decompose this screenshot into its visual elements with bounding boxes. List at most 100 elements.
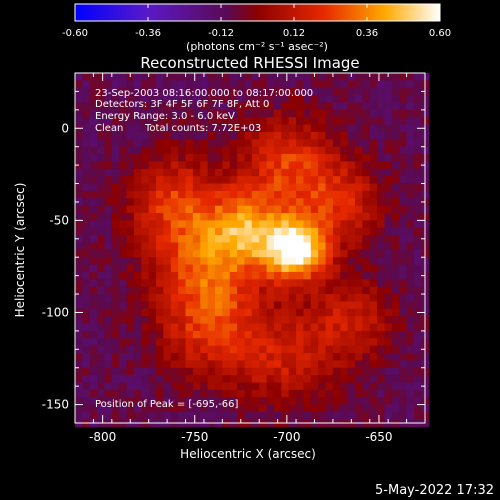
heatmap-cell xyxy=(281,198,290,207)
heatmap-cell xyxy=(296,80,305,89)
heatmap-cell xyxy=(318,323,327,332)
heatmap-cell xyxy=(222,316,231,325)
heatmap-cell xyxy=(170,330,179,339)
heatmap-cell xyxy=(362,286,371,295)
heatmap-cell xyxy=(200,117,209,126)
heatmap-cell xyxy=(391,87,400,96)
heatmap-cell xyxy=(288,73,297,81)
heatmap-cell xyxy=(296,323,305,332)
heatmap-cell xyxy=(318,316,327,325)
heatmap-cell xyxy=(163,109,172,118)
heatmap-cell xyxy=(229,220,238,229)
heatmap-cell xyxy=(207,190,216,199)
heatmap-cell xyxy=(207,382,216,391)
heatmap-cell xyxy=(75,257,83,266)
footer-timestamp: 5-May-2022 17:32 xyxy=(375,483,494,498)
heatmap-cell xyxy=(215,382,223,391)
heatmap-cell xyxy=(303,220,312,229)
heatmap-cell xyxy=(111,80,120,89)
heatmap-cell xyxy=(332,382,341,391)
heatmap-cell xyxy=(237,124,246,133)
heatmap-cell xyxy=(170,279,179,288)
heatmap-cell xyxy=(119,198,128,207)
heatmap-cell xyxy=(163,227,172,236)
heatmap-cell xyxy=(332,308,341,317)
heatmap-cell xyxy=(413,264,422,273)
heatmap-cell xyxy=(244,294,253,303)
heatmap-cell xyxy=(391,264,400,273)
heatmap-cell xyxy=(369,271,378,280)
heatmap-cell xyxy=(413,338,422,347)
heatmap-cell xyxy=(192,330,201,339)
heatmap-cell xyxy=(332,323,341,332)
heatmap-cell xyxy=(133,360,142,369)
heatmap-cell xyxy=(104,213,113,221)
heatmap-cell xyxy=(310,131,319,140)
heatmap-cell xyxy=(229,404,238,413)
heatmap-cell xyxy=(244,404,253,413)
heatmap-cell xyxy=(237,360,246,369)
heatmap-cell xyxy=(362,117,371,126)
heatmap-cell xyxy=(141,95,150,104)
heatmap-cell xyxy=(325,382,334,391)
heatmap-cell xyxy=(369,294,378,303)
heatmap-cell xyxy=(141,235,150,244)
heatmap-cell xyxy=(318,279,327,288)
heatmap-cell xyxy=(384,301,393,310)
heatmap-cell xyxy=(222,183,231,192)
heatmap-cell xyxy=(399,345,408,354)
heatmap-cell xyxy=(104,316,113,325)
heatmap-cell xyxy=(362,168,371,177)
heatmap-cell xyxy=(340,183,349,192)
heatmap-cell xyxy=(119,102,128,111)
heatmap-cell xyxy=(141,397,150,406)
heatmap-cell xyxy=(347,213,356,221)
heatmap-cell xyxy=(126,375,135,384)
heatmap-cell xyxy=(318,131,327,140)
heatmap-cell xyxy=(347,235,356,244)
heatmap-cell xyxy=(126,235,135,244)
heatmap-cell xyxy=(332,190,341,199)
heatmap-cell xyxy=(75,301,83,310)
heatmap-cell xyxy=(133,87,142,96)
heatmap-cell xyxy=(296,360,305,369)
heatmap-cell xyxy=(355,389,363,398)
heatmap-cell xyxy=(133,131,142,140)
heatmap-cell xyxy=(207,286,216,295)
heatmap-cell xyxy=(156,323,165,332)
heatmap-cell xyxy=(325,345,334,354)
heatmap-cell xyxy=(215,249,223,258)
heatmap-cell xyxy=(111,411,120,420)
heatmap-cell xyxy=(222,139,231,148)
heatmap-cell xyxy=(141,271,150,280)
heatmap-cell xyxy=(82,154,91,163)
heatmap-cell xyxy=(362,249,371,258)
heatmap-cell xyxy=(340,249,349,258)
heatmap-cell xyxy=(126,360,135,369)
heatmap-cell xyxy=(178,249,187,258)
heatmap-cell xyxy=(82,220,91,229)
heatmap-cell xyxy=(141,353,150,361)
heatmap-cell xyxy=(355,338,363,347)
heatmap-cell xyxy=(148,345,157,354)
heatmap-cell xyxy=(406,411,415,420)
heatmap-cell xyxy=(229,190,238,199)
heatmap-cell xyxy=(377,154,386,163)
heatmap-cell xyxy=(178,382,187,391)
heatmap-cell xyxy=(82,117,91,126)
heatmap-cell xyxy=(97,205,106,214)
heatmap-cell xyxy=(399,102,408,111)
heatmap-cell xyxy=(97,213,106,221)
heatmap-cell xyxy=(303,264,312,273)
heatmap-cell xyxy=(192,389,201,398)
heatmap-cell xyxy=(133,397,142,406)
heatmap-cell xyxy=(347,279,356,288)
heatmap-cell xyxy=(310,146,319,155)
heatmap-cell xyxy=(185,198,194,207)
heatmap-cell xyxy=(251,168,260,177)
heatmap-cell xyxy=(266,279,275,288)
heatmap-cell xyxy=(229,73,238,81)
heatmap-cell xyxy=(406,249,415,258)
heatmap-cell xyxy=(192,382,201,391)
heatmap-cell xyxy=(237,161,246,170)
